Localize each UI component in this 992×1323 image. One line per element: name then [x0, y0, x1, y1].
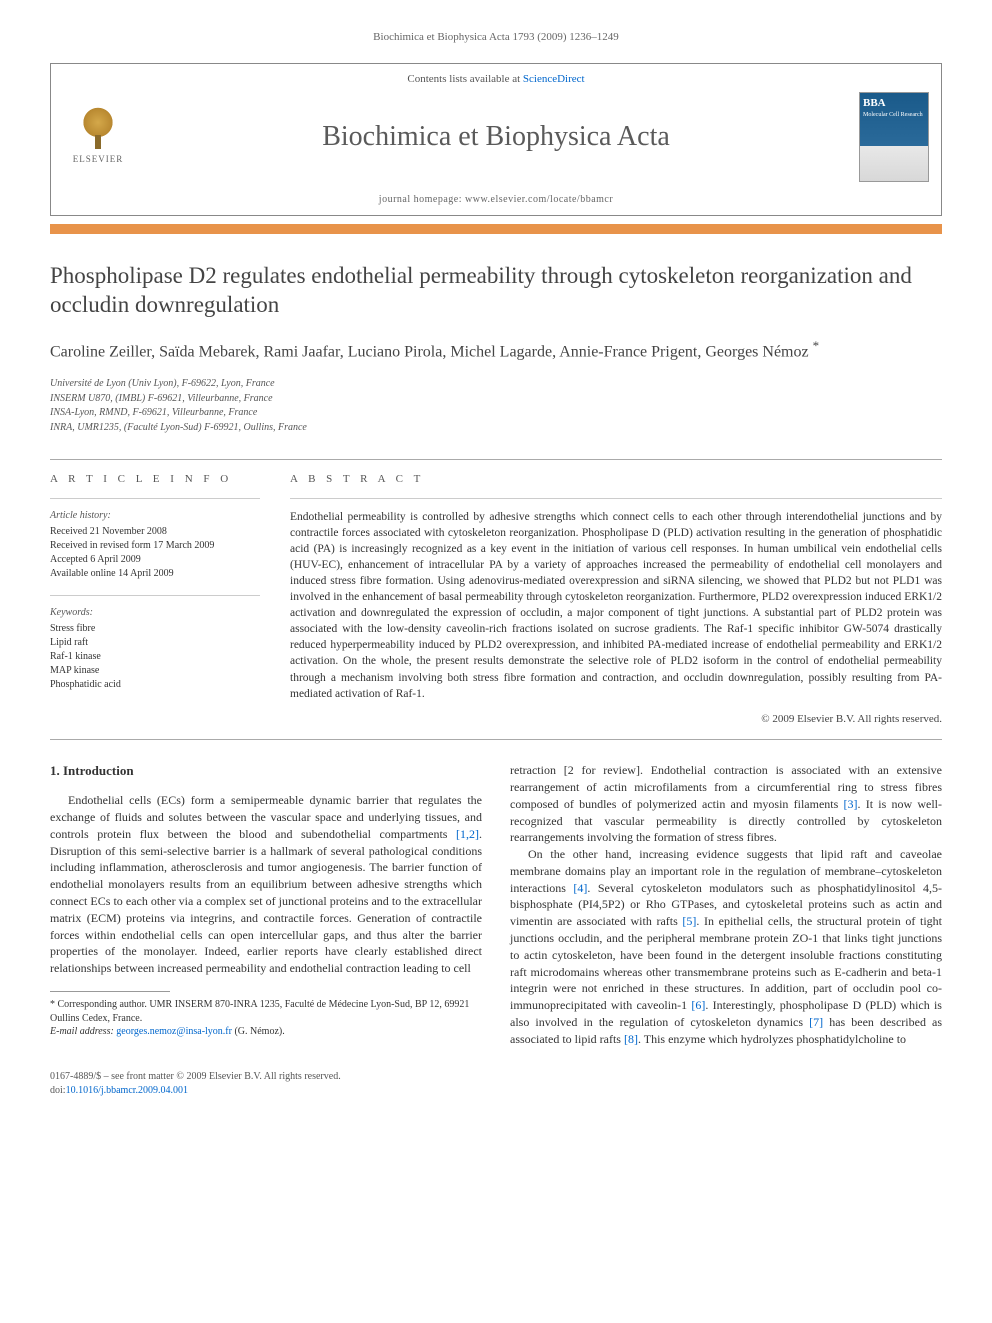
- affiliation-line: INSERM U870, (IMBL) F-69621, Villeurbann…: [50, 392, 942, 407]
- ref-link[interactable]: [5]: [682, 914, 696, 928]
- elsevier-text: ELSEVIER: [73, 153, 124, 166]
- email-label: E-mail address:: [50, 1026, 116, 1037]
- affiliation-line: Université de Lyon (Univ Lyon), F-69622,…: [50, 377, 942, 392]
- page-footer: 0167-4889/$ – see front matter © 2009 El…: [50, 1070, 942, 1098]
- history-line: Received 21 November 2008: [50, 525, 260, 539]
- journal-banner: Contents lists available at ScienceDirec…: [50, 63, 942, 215]
- ref-link[interactable]: [7]: [809, 1015, 823, 1029]
- body-column-right: retraction [2 for review]. Endothelial c…: [510, 762, 942, 1048]
- affiliations: Université de Lyon (Univ Lyon), F-69622,…: [50, 377, 942, 435]
- footnote-separator: [50, 991, 170, 992]
- body-two-column: 1. Introduction Endothelial cells (ECs) …: [50, 762, 942, 1048]
- authors-names: Caroline Zeiller, Saïda Mebarek, Rami Ja…: [50, 344, 809, 361]
- article-title: Phospholipase D2 regulates endothelial p…: [50, 262, 942, 320]
- front-matter-line: 0167-4889/$ – see front matter © 2009 El…: [50, 1070, 341, 1084]
- homepage-url: www.elsevier.com/locate/bbamcr: [465, 194, 613, 205]
- ref-link[interactable]: [6]: [691, 998, 705, 1012]
- email-suffix: (G. Némoz).: [232, 1026, 285, 1037]
- ref-link[interactable]: [1,2]: [456, 827, 479, 841]
- ref-link[interactable]: [8]: [624, 1032, 638, 1046]
- history-label: Article history:: [50, 509, 260, 523]
- cover-subtitle: Molecular Cell Research: [863, 112, 925, 119]
- contents-prefix: Contents lists available at: [407, 73, 522, 85]
- authors-list: Caroline Zeiller, Saïda Mebarek, Rami Ja…: [50, 337, 942, 363]
- accent-bar: [50, 224, 942, 234]
- article-info-heading: A R T I C L E I N F O: [50, 472, 260, 487]
- doi-prefix: doi:: [50, 1085, 66, 1096]
- section-heading-introduction: 1. Introduction: [50, 762, 482, 780]
- homepage-line: journal homepage: www.elsevier.com/locat…: [51, 188, 941, 215]
- doi-link[interactable]: 10.1016/j.bbamcr.2009.04.001: [66, 1085, 189, 1096]
- abstract-column: A B S T R A C T Endothelial permeability…: [290, 472, 942, 727]
- homepage-label: journal homepage:: [379, 194, 465, 205]
- section-divider: [50, 739, 942, 740]
- sciencedirect-link[interactable]: ScienceDirect: [523, 73, 585, 85]
- affiliation-line: INSA-Lyon, RMND, F-69621, Villeurbanne, …: [50, 406, 942, 421]
- footer-left: 0167-4889/$ – see front matter © 2009 El…: [50, 1070, 341, 1098]
- cover-abbrev: BBA: [863, 96, 925, 111]
- history-line: Accepted 6 April 2009: [50, 553, 260, 567]
- email-footnote: E-mail address: georges.nemoz@insa-lyon.…: [50, 1025, 482, 1039]
- elsevier-logo: ELSEVIER: [63, 99, 133, 174]
- body-paragraph: retraction [2 for review]. Endothelial c…: [510, 762, 942, 846]
- keyword: Stress fibre: [50, 622, 260, 636]
- ref-link[interactable]: [3]: [844, 797, 858, 811]
- keyword: MAP kinase: [50, 664, 260, 678]
- corresponding-author-footnote: * Corresponding author. UMR INSERM 870-I…: [50, 998, 482, 1025]
- info-divider: [50, 595, 260, 596]
- abstract-copyright: © 2009 Elsevier B.V. All rights reserved…: [290, 712, 942, 727]
- body-paragraph: Endothelial cells (ECs) form a semiperme…: [50, 792, 482, 977]
- keyword: Phosphatidic acid: [50, 678, 260, 692]
- body-paragraph: On the other hand, increasing evidence s…: [510, 846, 942, 1048]
- journal-title: Biochimica et Biophysica Acta: [133, 117, 859, 156]
- abstract-heading: A B S T R A C T: [290, 472, 942, 487]
- corresponding-mark: *: [813, 338, 820, 353]
- keywords-block: Keywords: Stress fibre Lipid raft Raf-1 …: [50, 606, 260, 692]
- elsevier-tree-icon: [76, 107, 120, 151]
- section-divider: [50, 459, 942, 460]
- info-divider: [50, 498, 260, 499]
- article-history-block: Article history: Received 21 November 20…: [50, 509, 260, 581]
- ref-link[interactable]: [4]: [573, 881, 587, 895]
- history-line: Available online 14 April 2009: [50, 567, 260, 581]
- affiliation-line: INRA, UMR1235, (Faculté Lyon-Sud) F-6992…: [50, 421, 942, 436]
- info-divider: [290, 498, 942, 499]
- history-line: Received in revised form 17 March 2009: [50, 539, 260, 553]
- keywords-label: Keywords:: [50, 606, 260, 620]
- contents-line: Contents lists available at ScienceDirec…: [51, 64, 941, 91]
- doi-line: doi:10.1016/j.bbamcr.2009.04.001: [50, 1084, 341, 1098]
- abstract-text: Endothelial permeability is controlled b…: [290, 509, 942, 702]
- keyword: Raf-1 kinase: [50, 650, 260, 664]
- keyword: Lipid raft: [50, 636, 260, 650]
- article-info-column: A R T I C L E I N F O Article history: R…: [50, 472, 260, 727]
- running-header: Biochimica et Biophysica Acta 1793 (2009…: [50, 30, 942, 45]
- email-link[interactable]: georges.nemoz@insa-lyon.fr: [116, 1026, 232, 1037]
- journal-cover-thumbnail: BBA Molecular Cell Research: [859, 92, 929, 182]
- body-column-left: 1. Introduction Endothelial cells (ECs) …: [50, 762, 482, 1048]
